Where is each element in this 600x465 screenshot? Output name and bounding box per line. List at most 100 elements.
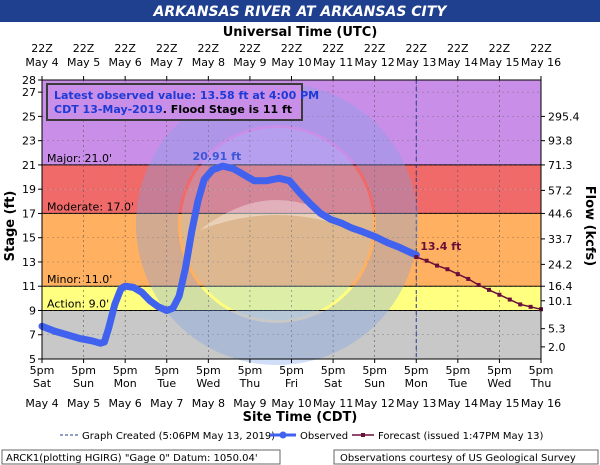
left-tick-4: 13	[22, 256, 36, 269]
top-time-2: 22Z	[114, 42, 136, 55]
bottom-day-4: Wed	[196, 377, 220, 390]
left-axis-title: Stage (ft)	[3, 191, 18, 262]
right-axis-title: Flow (kcfs)	[582, 186, 597, 266]
right-tick-10: 295.4	[548, 110, 580, 123]
legend-forecast-marker	[361, 433, 365, 437]
bottom-time-6: 5pm	[279, 364, 304, 377]
top-date-10: May 14	[438, 56, 478, 69]
top-date-4: May 8	[192, 56, 225, 69]
bottom-date-1: May 5	[67, 397, 100, 410]
top-time-9: 22Z	[405, 42, 427, 55]
forecast-point-9	[507, 297, 512, 302]
band-label-21: Major: 21.0'	[47, 152, 112, 165]
right-tick-5: 33.7	[548, 233, 573, 246]
top-time-8: 22Z	[364, 42, 386, 55]
legend-observed: Observed	[300, 431, 348, 442]
bottom-day-5: Thu	[239, 377, 261, 390]
footer-left-box	[1, 449, 281, 465]
seal-center	[181, 128, 373, 320]
right-tick-2: 10.1	[548, 295, 573, 308]
right-tick-6: 44.6	[548, 207, 573, 220]
bottom-date-8: May 12	[355, 397, 395, 410]
left-tick-6: 17	[22, 207, 36, 220]
top-time-12: 22Z	[530, 42, 552, 55]
forecast-point-11	[528, 304, 533, 309]
bottom-day-12: Thu	[530, 377, 552, 390]
top-date-11: May 15	[479, 56, 519, 69]
bottom-day-1: Sun	[73, 377, 94, 390]
band-label-9: Action: 9.0'	[47, 297, 109, 310]
legend: Graph Created (5:06PM May 13, 2019) Obse…	[60, 431, 543, 442]
left-tick-11: 27	[22, 86, 36, 99]
left-tick-3: 11	[22, 280, 36, 293]
top-time-6: 22Z	[281, 42, 303, 55]
right-tick-1: 5.3	[548, 323, 566, 336]
legend-observed-marker	[279, 431, 287, 439]
bottom-day-11: Wed	[487, 377, 511, 390]
bottom-date-11: May 15	[479, 397, 519, 410]
top-date-6: May 10	[271, 56, 311, 69]
peak-label: 20.91 ft	[193, 150, 242, 163]
right-tick-0: 2.0	[548, 341, 566, 354]
bottom-day-3: Tue	[156, 377, 176, 390]
bottom-time-5: 5pm	[238, 364, 263, 377]
bottom-day-8: Sun	[364, 377, 385, 390]
forecast-point-2	[435, 263, 440, 268]
left-tick-2: 9	[29, 304, 36, 317]
left-tick-8: 21	[22, 159, 36, 172]
top-time-3: 22Z	[156, 42, 178, 55]
bottom-time-4: 5pm	[196, 364, 221, 377]
band-label-11: Minor: 11.0'	[47, 273, 112, 286]
grid-lines	[42, 79, 541, 360]
forecast-point-7	[487, 287, 492, 292]
bottom-day-0: Sat	[33, 377, 52, 390]
bottom-date-0: May 4	[25, 397, 58, 410]
bottom-time-2: 5pm	[113, 364, 138, 377]
footer-credit: Observations courtesy of US Geological S…	[340, 453, 576, 464]
bottom-time-7: 5pm	[321, 364, 346, 377]
info-line-2: CDT 13-May-2019. Flood Stage is 11 ft	[54, 103, 292, 116]
info-date: CDT 13-May-2019	[54, 103, 163, 116]
series-layer: 20.91 ft 13.4 ft	[38, 150, 543, 347]
footer-datum: ARCK1(plotting HGIRG) "Gage 0" Datum: 10…	[6, 453, 258, 464]
top-date-7: May 11	[313, 56, 353, 69]
info-box: Latest observed value: 13.58 ft at 4:00 …	[46, 83, 319, 121]
info-box-frame	[46, 83, 303, 121]
right-tick-8: 71.3	[548, 159, 573, 172]
legend-created: Graph Created (5:06PM May 13, 2019)	[82, 431, 275, 442]
forecast-point-8	[497, 292, 502, 297]
left-tick-0: 5	[29, 353, 36, 366]
bottom-day-7: Sat	[324, 377, 343, 390]
info-line-1: Latest observed value: 13.58 ft at 4:00 …	[54, 89, 319, 102]
forecast-label: 13.4 ft	[420, 240, 461, 253]
info-flood-stage: . Flood Stage is 11 ft	[163, 103, 292, 116]
top-time-5: 22Z	[239, 42, 261, 55]
top-date-9: May 13	[396, 56, 436, 69]
band-label-17: Moderate: 17.0'	[47, 200, 134, 213]
top-date-5: May 9	[233, 56, 266, 69]
bottom-time-0: 5pm	[30, 364, 55, 377]
forecast-point-6	[476, 283, 481, 288]
bottom-date-10: May 14	[438, 397, 478, 410]
top-date-12: May 16	[521, 56, 561, 69]
bottom-date-6: May 10	[271, 397, 311, 410]
legend-forecast: Forecast (issued 1:47PM May 13)	[378, 431, 543, 442]
forecast-point-0	[414, 255, 419, 260]
left-tick-10: 25	[22, 110, 36, 123]
right-tick-4: 24.2	[548, 258, 573, 271]
left-tick-9: 23	[22, 135, 36, 148]
top-time-11: 22Z	[489, 42, 511, 55]
footer-right-box	[333, 449, 599, 465]
left-tick-5: 15	[22, 232, 36, 245]
title-bar	[0, 0, 600, 22]
chart-title: ARKANSAS RIVER AT ARKANSAS CITY	[153, 4, 449, 20]
bottom-date-5: May 9	[233, 397, 266, 410]
bottom-time-10: 5pm	[445, 364, 470, 377]
bottom-axis-title: Site Time (CDT)	[243, 410, 358, 425]
left-tick-7: 19	[22, 183, 36, 196]
right-tick-7: 57.2	[548, 184, 573, 197]
bottom-date-2: May 6	[109, 397, 142, 410]
